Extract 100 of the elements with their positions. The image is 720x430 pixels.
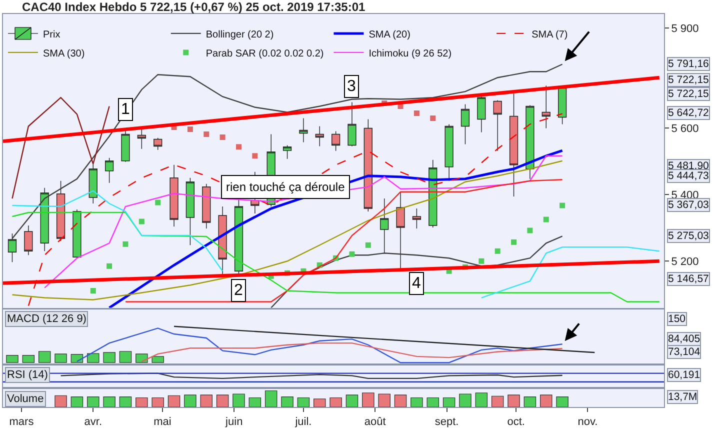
text: 84,405	[668, 333, 700, 345]
bar	[378, 394, 390, 407]
bar	[394, 394, 407, 407]
line-series	[12, 97, 110, 200]
candlestick	[170, 164, 178, 227]
bar	[330, 397, 342, 407]
bar	[314, 398, 326, 407]
candlestick	[412, 208, 422, 229]
bar	[119, 396, 132, 407]
text: 5 791,16	[668, 58, 710, 70]
annotation: 2	[234, 282, 243, 299]
x-tick-label: mars	[9, 416, 34, 428]
candlestick	[542, 85, 550, 129]
bar	[459, 394, 472, 407]
candlestick	[56, 180, 66, 242]
candlestick	[8, 233, 17, 262]
y-tick-label: 5 200	[671, 256, 699, 268]
bar	[362, 392, 374, 407]
bar	[70, 396, 84, 407]
text: 5 722,15	[668, 74, 710, 86]
candlestick	[186, 178, 195, 246]
candlestick	[315, 126, 324, 147]
chart-title: Volume	[7, 393, 44, 405]
point	[122, 241, 128, 247]
chart-title: RSI (14)	[7, 369, 48, 381]
bar	[54, 395, 67, 407]
bar	[103, 396, 116, 407]
bar	[152, 397, 164, 407]
text: 150	[668, 313, 686, 325]
point	[138, 218, 144, 224]
annotation: 1	[121, 101, 130, 118]
text: 73,104	[668, 346, 700, 358]
candlestick	[364, 118, 372, 212]
bar	[136, 397, 148, 407]
candlestick	[493, 100, 502, 152]
legend-label: SMA (20)	[368, 29, 410, 40]
bar	[540, 394, 552, 407]
bar	[216, 394, 229, 407]
text: 13,7M	[668, 391, 698, 403]
candlestick	[105, 158, 114, 184]
point	[414, 110, 420, 116]
x-tick-label: juil.	[294, 416, 312, 428]
bar	[491, 396, 504, 407]
x-tick-label: juin	[224, 416, 243, 428]
point	[430, 116, 436, 121]
text: 5 722,15	[668, 88, 710, 100]
candlestick	[558, 86, 567, 125]
x-tick-label: mai	[154, 416, 172, 428]
annotation: 3	[347, 78, 356, 95]
bar	[168, 395, 180, 407]
line-series	[124, 179, 563, 302]
point	[349, 251, 355, 257]
legend-label: SMA (7)	[532, 29, 568, 40]
point	[494, 248, 500, 254]
bar	[442, 397, 456, 407]
bar	[508, 394, 520, 407]
line-series	[12, 160, 563, 300]
text: 5 642,72	[668, 107, 710, 119]
legend-label: Prix	[43, 29, 60, 40]
candlestick	[234, 198, 244, 276]
point	[236, 144, 242, 150]
chart-title: MACD (12 26 9)	[7, 313, 86, 325]
bar	[264, 390, 278, 407]
line-series	[12, 64, 563, 240]
x-tick-label: sept.	[434, 416, 459, 428]
bar	[200, 394, 213, 407]
bar	[346, 394, 358, 407]
legend-label: SMA (30)	[43, 48, 85, 60]
candlestick	[526, 104, 534, 180]
chart-title: CAC40 Index Hebdo 5 722,15 (+0,67 %) 25 oct. 2019 17:35:01	[22, 0, 366, 14]
bar	[87, 396, 100, 407]
line-series	[12, 212, 660, 302]
bar	[248, 397, 262, 407]
point	[155, 200, 161, 206]
point	[187, 126, 193, 132]
candlestick	[509, 93, 518, 197]
x-tick-label: nov.	[578, 416, 598, 428]
point	[90, 288, 96, 294]
bar	[475, 392, 488, 407]
text: 5 481,90	[668, 160, 710, 172]
candlestick	[218, 206, 227, 276]
bar	[232, 394, 245, 407]
candlestick	[460, 104, 470, 145]
bar	[184, 394, 196, 407]
point	[527, 228, 533, 234]
x-tick-label: août	[364, 416, 386, 428]
candlestick	[154, 138, 162, 150]
point	[252, 153, 258, 159]
candlestick	[396, 192, 405, 270]
candlestick	[40, 188, 49, 252]
candlestick	[444, 124, 454, 182]
x-tick-label: avr.	[84, 416, 102, 428]
bar	[281, 396, 294, 407]
point	[478, 258, 484, 264]
text: 5 367,03	[668, 199, 710, 211]
annotation: 4	[412, 275, 421, 292]
candlestick	[332, 130, 340, 152]
text: 5 444,73	[668, 170, 710, 182]
y-tick-label: 5 900	[671, 22, 699, 35]
bar	[297, 397, 310, 407]
